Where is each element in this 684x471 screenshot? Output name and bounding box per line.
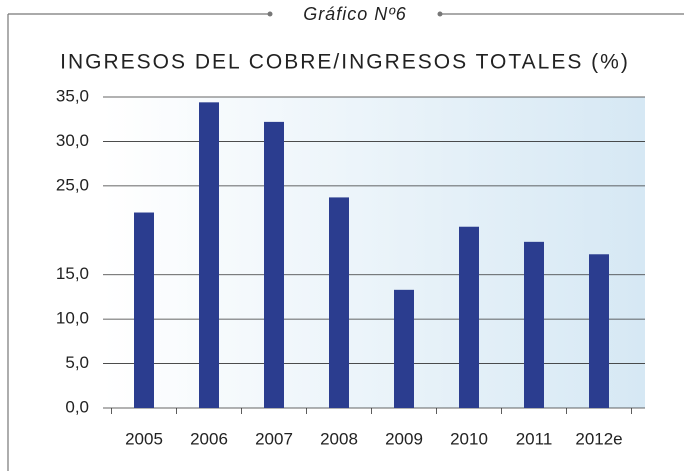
x-tick-label: 2008 [320,429,358,448]
y-tick-label: 5,0 [65,353,89,372]
chart-title: INGRESOS DEL COBRE/INGRESOS TOTALES (%) [60,51,630,74]
y-tick-label: 0,0 [65,397,89,416]
bar [134,212,154,408]
y-tick-label: 35,0 [56,86,89,105]
header: Gráfico Nº6 [303,4,407,24]
x-tick-label: 2005 [125,429,163,448]
frame-dot [267,11,273,17]
y-tick-label: 10,0 [56,309,89,328]
bar [524,241,544,408]
x-tick-label: 2009 [385,429,423,448]
bar [329,197,349,408]
bar [264,121,284,408]
x-tick-label: 2012e [575,429,622,448]
y-tick-label: 25,0 [56,175,89,194]
x-tick-label: 2010 [450,429,488,448]
x-tick-label: 2011 [516,429,553,448]
plot-area [103,97,645,408]
x-tick-label: 2007 [255,429,293,448]
y-tick-label: 30,0 [56,131,89,150]
y-tick-label: 15,0 [56,264,89,283]
bar [589,254,609,408]
x-tick-label: 2006 [190,429,228,448]
frame-dot [437,11,443,17]
bar [394,289,414,408]
bar [199,102,219,409]
bar [459,226,479,408]
